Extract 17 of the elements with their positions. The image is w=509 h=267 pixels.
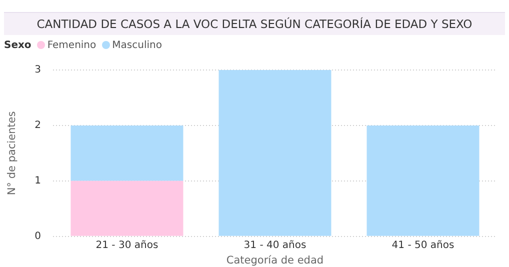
legend-label: Masculino — [111, 40, 162, 50]
x-tick-label: 41 - 50 años — [392, 240, 454, 251]
y-tick-label: 1 — [34, 176, 41, 187]
legend-label: Femenino — [46, 40, 96, 50]
bar — [366, 125, 480, 236]
x-tick-label: 31 - 40 años — [244, 240, 306, 251]
y-axis-title: N° de pacientes — [6, 111, 18, 196]
x-tick-label: 21 - 30 años — [96, 240, 158, 251]
x-axis-title: Categoría de edad — [226, 254, 324, 266]
y-tick-label: 0 — [34, 230, 41, 242]
bar — [70, 180, 184, 236]
y-tick-label: 2 — [34, 120, 41, 132]
bar — [218, 70, 332, 236]
bar — [70, 125, 184, 181]
y-tick-label: 3 — [34, 64, 41, 76]
chart-title: CANTIDAD DE CASOS A LA VOC DELTA SEGÚN CATEGORÍA DE EDAD Y SEXO — [4, 12, 505, 35]
legend-title: Sexo — [4, 40, 32, 50]
